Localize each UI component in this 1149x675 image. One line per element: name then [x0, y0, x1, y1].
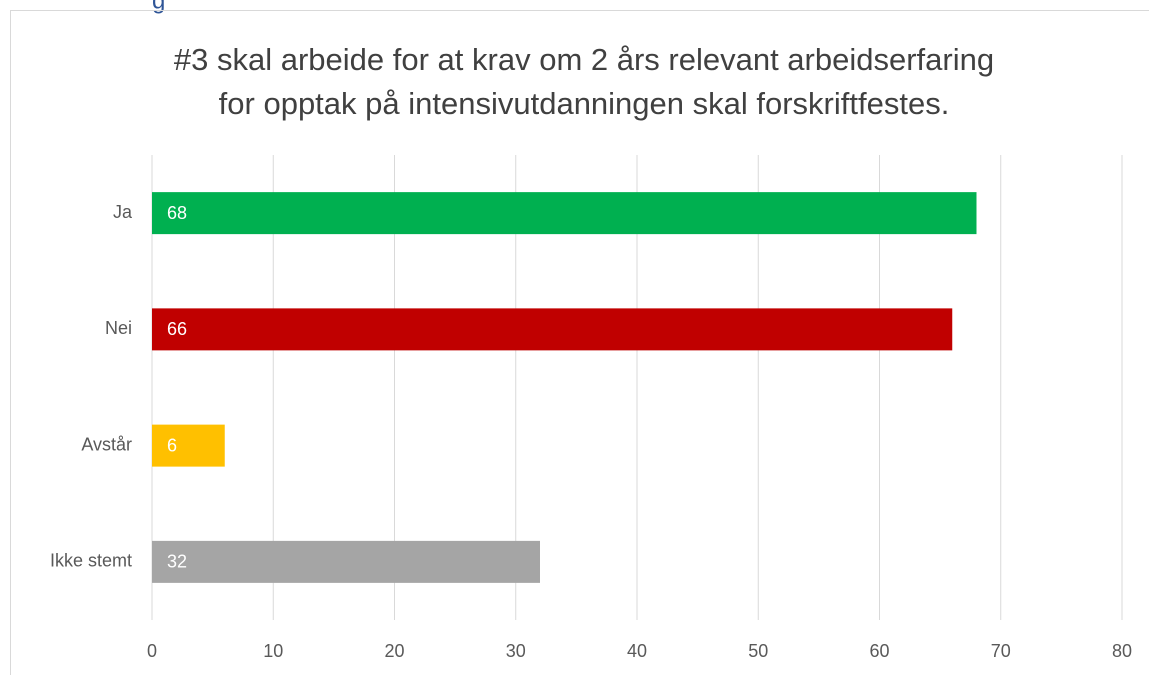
- bar: [152, 192, 977, 235]
- x-tick-label: 70: [991, 641, 1011, 661]
- header-fragment: g: [152, 0, 165, 14]
- bar: [152, 424, 225, 467]
- x-tick-label: 50: [748, 641, 768, 661]
- bar: [152, 308, 953, 351]
- x-tick-label: 40: [627, 641, 647, 661]
- y-tick-label: Nei: [105, 318, 132, 338]
- chart-border: [10, 10, 1149, 675]
- chart-title: #3 skal arbeide for at krav om 2 års rel…: [174, 42, 994, 77]
- x-tick-label: 20: [384, 641, 404, 661]
- y-tick-label: Ikke stemt: [50, 551, 132, 571]
- y-tick-label: Ja: [113, 202, 133, 222]
- data-label: 66: [167, 319, 187, 339]
- bar: [152, 540, 540, 583]
- y-tick-label: Avstår: [81, 434, 132, 454]
- x-tick-label: 30: [506, 641, 526, 661]
- data-label: 6: [167, 435, 177, 455]
- chart-title: for opptak på intensivutdanningen skal f…: [219, 86, 950, 121]
- data-label: 32: [167, 552, 187, 572]
- x-tick-label: 0: [147, 641, 157, 661]
- data-label: 68: [167, 203, 187, 223]
- x-tick-label: 60: [869, 641, 889, 661]
- x-tick-label: 80: [1112, 641, 1132, 661]
- x-tick-label: 10: [263, 641, 283, 661]
